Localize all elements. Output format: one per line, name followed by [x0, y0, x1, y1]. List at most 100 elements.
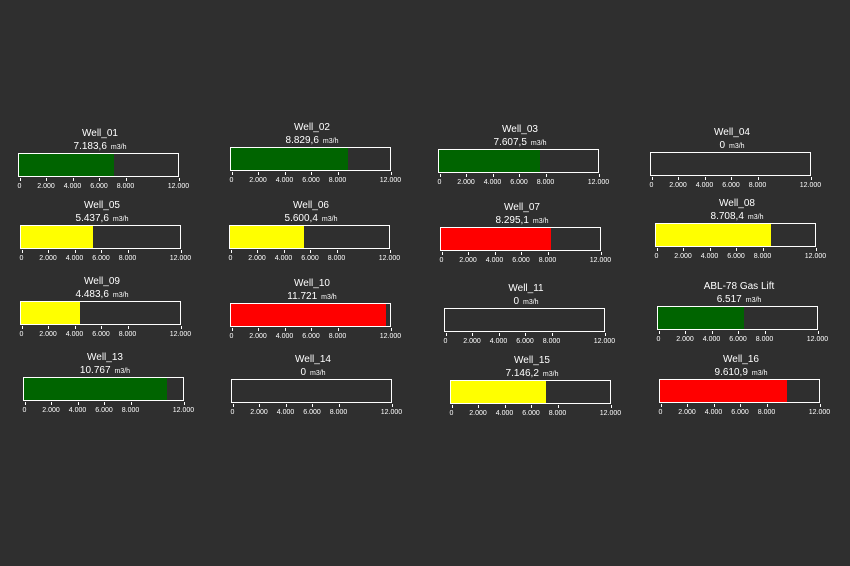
tick-mark	[337, 328, 339, 331]
well-value-line: 5.600,4 m3/h	[229, 213, 393, 226]
tick-mark	[231, 172, 233, 175]
tick-label: 8.000	[536, 179, 555, 186]
tick-label: 8.000	[329, 409, 348, 416]
tick-label: 2.000	[678, 409, 696, 416]
tick-mark	[285, 404, 287, 407]
tick-mark	[178, 178, 180, 181]
well-gauge: Well_06 5.600,4 m3/h 0 2.000 4.000 6.000 8.000 1…	[229, 200, 409, 270]
bar-frame	[20, 301, 181, 325]
bar-fill	[656, 224, 772, 246]
well-name: Well_14	[295, 354, 331, 365]
well-unit: m3/h	[114, 368, 131, 375]
tick-mark	[337, 172, 339, 175]
tick-mark	[439, 174, 441, 177]
scale-axis: 0 2.000 4.000 6.000 8.000 12.000	[230, 404, 402, 422]
tick-mark	[531, 405, 532, 408]
bar-frame	[655, 223, 816, 247]
well-gauge: Well_07 8.295,1 m3/h 0 2.000 4.000 6.000 8.000 1…	[440, 202, 620, 272]
tick-mark	[338, 404, 340, 407]
well-gauge: Well_13 10.767 m3/h 0 2.000 4.000 6.000 8.000 12…	[23, 352, 203, 422]
tick-label: 2.000	[457, 179, 475, 186]
tick-label: 0	[649, 182, 654, 189]
tick-mark	[311, 328, 312, 331]
tick-label: 4.000	[275, 177, 294, 184]
well-name: Well_07	[504, 202, 540, 213]
tick-label: 0	[654, 253, 659, 260]
bar-frame	[657, 306, 818, 330]
tick-label: 0	[656, 336, 661, 343]
tick-label: 12.000	[169, 331, 192, 338]
bar-frame	[659, 379, 820, 403]
well-value: 4.483,6	[75, 289, 109, 300]
tick-mark	[99, 178, 100, 181]
well-name: Well_05	[84, 200, 120, 211]
well-name: ABL-78 Gas Lift	[703, 281, 775, 292]
tick-label: 0	[17, 183, 22, 190]
tick-mark	[77, 402, 79, 405]
tick-label: 6.000	[90, 183, 108, 190]
tick-label: 8.000	[327, 255, 346, 262]
tick-mark	[127, 250, 129, 253]
tick-mark	[74, 326, 76, 329]
tick-mark	[127, 326, 129, 329]
tick-label: 4.000	[489, 338, 508, 345]
tick-label: 6.000	[92, 331, 110, 338]
well-gauge: Well_16 9.610,9 m3/h 0 2.000 4.000 6.000 8.000 1…	[659, 354, 839, 424]
well-unit: m3/h	[530, 140, 547, 147]
tick-mark	[521, 252, 522, 255]
tick-label: 4.000	[483, 179, 502, 186]
tick-mark	[478, 405, 479, 408]
well-value-line: 7.146,2 m3/h	[450, 368, 614, 381]
tick-mark	[21, 326, 23, 329]
tick-mark	[48, 326, 49, 329]
tick-label: 6.000	[302, 333, 320, 340]
tick-label: 12.000	[379, 333, 402, 340]
tick-label: 12.000	[379, 177, 402, 184]
tick-mark	[504, 405, 506, 408]
tick-mark	[819, 404, 821, 407]
tick-label: 0	[230, 409, 235, 416]
tick-label: 6.000	[516, 338, 534, 345]
tick-label: 6.000	[303, 409, 321, 416]
bar-fill	[439, 150, 540, 172]
tick-mark	[656, 248, 658, 251]
tick-label: 8.000	[118, 255, 137, 262]
scale-axis: 0 2.000 4.000 6.000 8.000 12.000	[656, 331, 828, 349]
tick-label: 6.000	[510, 179, 528, 186]
tick-mark	[704, 177, 706, 180]
tick-mark	[547, 252, 549, 255]
well-value-line: 9.610,9 m3/h	[659, 367, 823, 380]
tick-mark	[130, 402, 132, 405]
tick-mark	[390, 328, 392, 331]
well-unit: m3/h	[532, 218, 549, 225]
scale-axis: 0 2.000 4.000 6.000 8.000 12.000	[20, 326, 191, 344]
tick-label: 2.000	[676, 336, 694, 343]
well-value-line: 0 m3/h	[231, 367, 395, 380]
well-value: 6.517	[716, 294, 742, 305]
well-value: 0	[719, 140, 725, 151]
tick-label: 6.000	[302, 177, 320, 184]
well-gauge: Well_14 0 m3/h 0 2.000 4.000 6.000 8.000 12.000	[231, 354, 411, 424]
tick-mark	[557, 405, 559, 408]
tick-label: 4.000	[68, 407, 87, 414]
tick-mark	[610, 405, 612, 408]
tick-mark	[525, 333, 526, 336]
well-unit: m3/h	[110, 144, 127, 151]
scale-axis: 0 2.000 4.000 6.000 8.000 12.000	[229, 250, 400, 268]
tick-mark	[230, 250, 232, 253]
well-value-line: 8.295,1 m3/h	[440, 215, 604, 228]
tick-mark	[101, 250, 102, 253]
tick-mark	[284, 328, 286, 331]
tick-label: 12.000	[808, 409, 831, 416]
scale-axis: 0 2.000 4.000 6.000 8.000 12.000	[649, 177, 821, 195]
well-name: Well_15	[514, 355, 550, 366]
well-value: 9.610,9	[714, 367, 748, 378]
bar-frame	[231, 379, 392, 403]
tick-mark	[183, 402, 185, 405]
scale-axis: 0 2.000 4.000 6.000 8.000 12.000	[450, 405, 621, 423]
tick-mark	[125, 178, 127, 181]
bar-fill	[21, 226, 94, 248]
tick-mark	[389, 250, 391, 253]
tick-label: 0	[19, 255, 24, 262]
tick-label: 8.000	[753, 253, 772, 260]
